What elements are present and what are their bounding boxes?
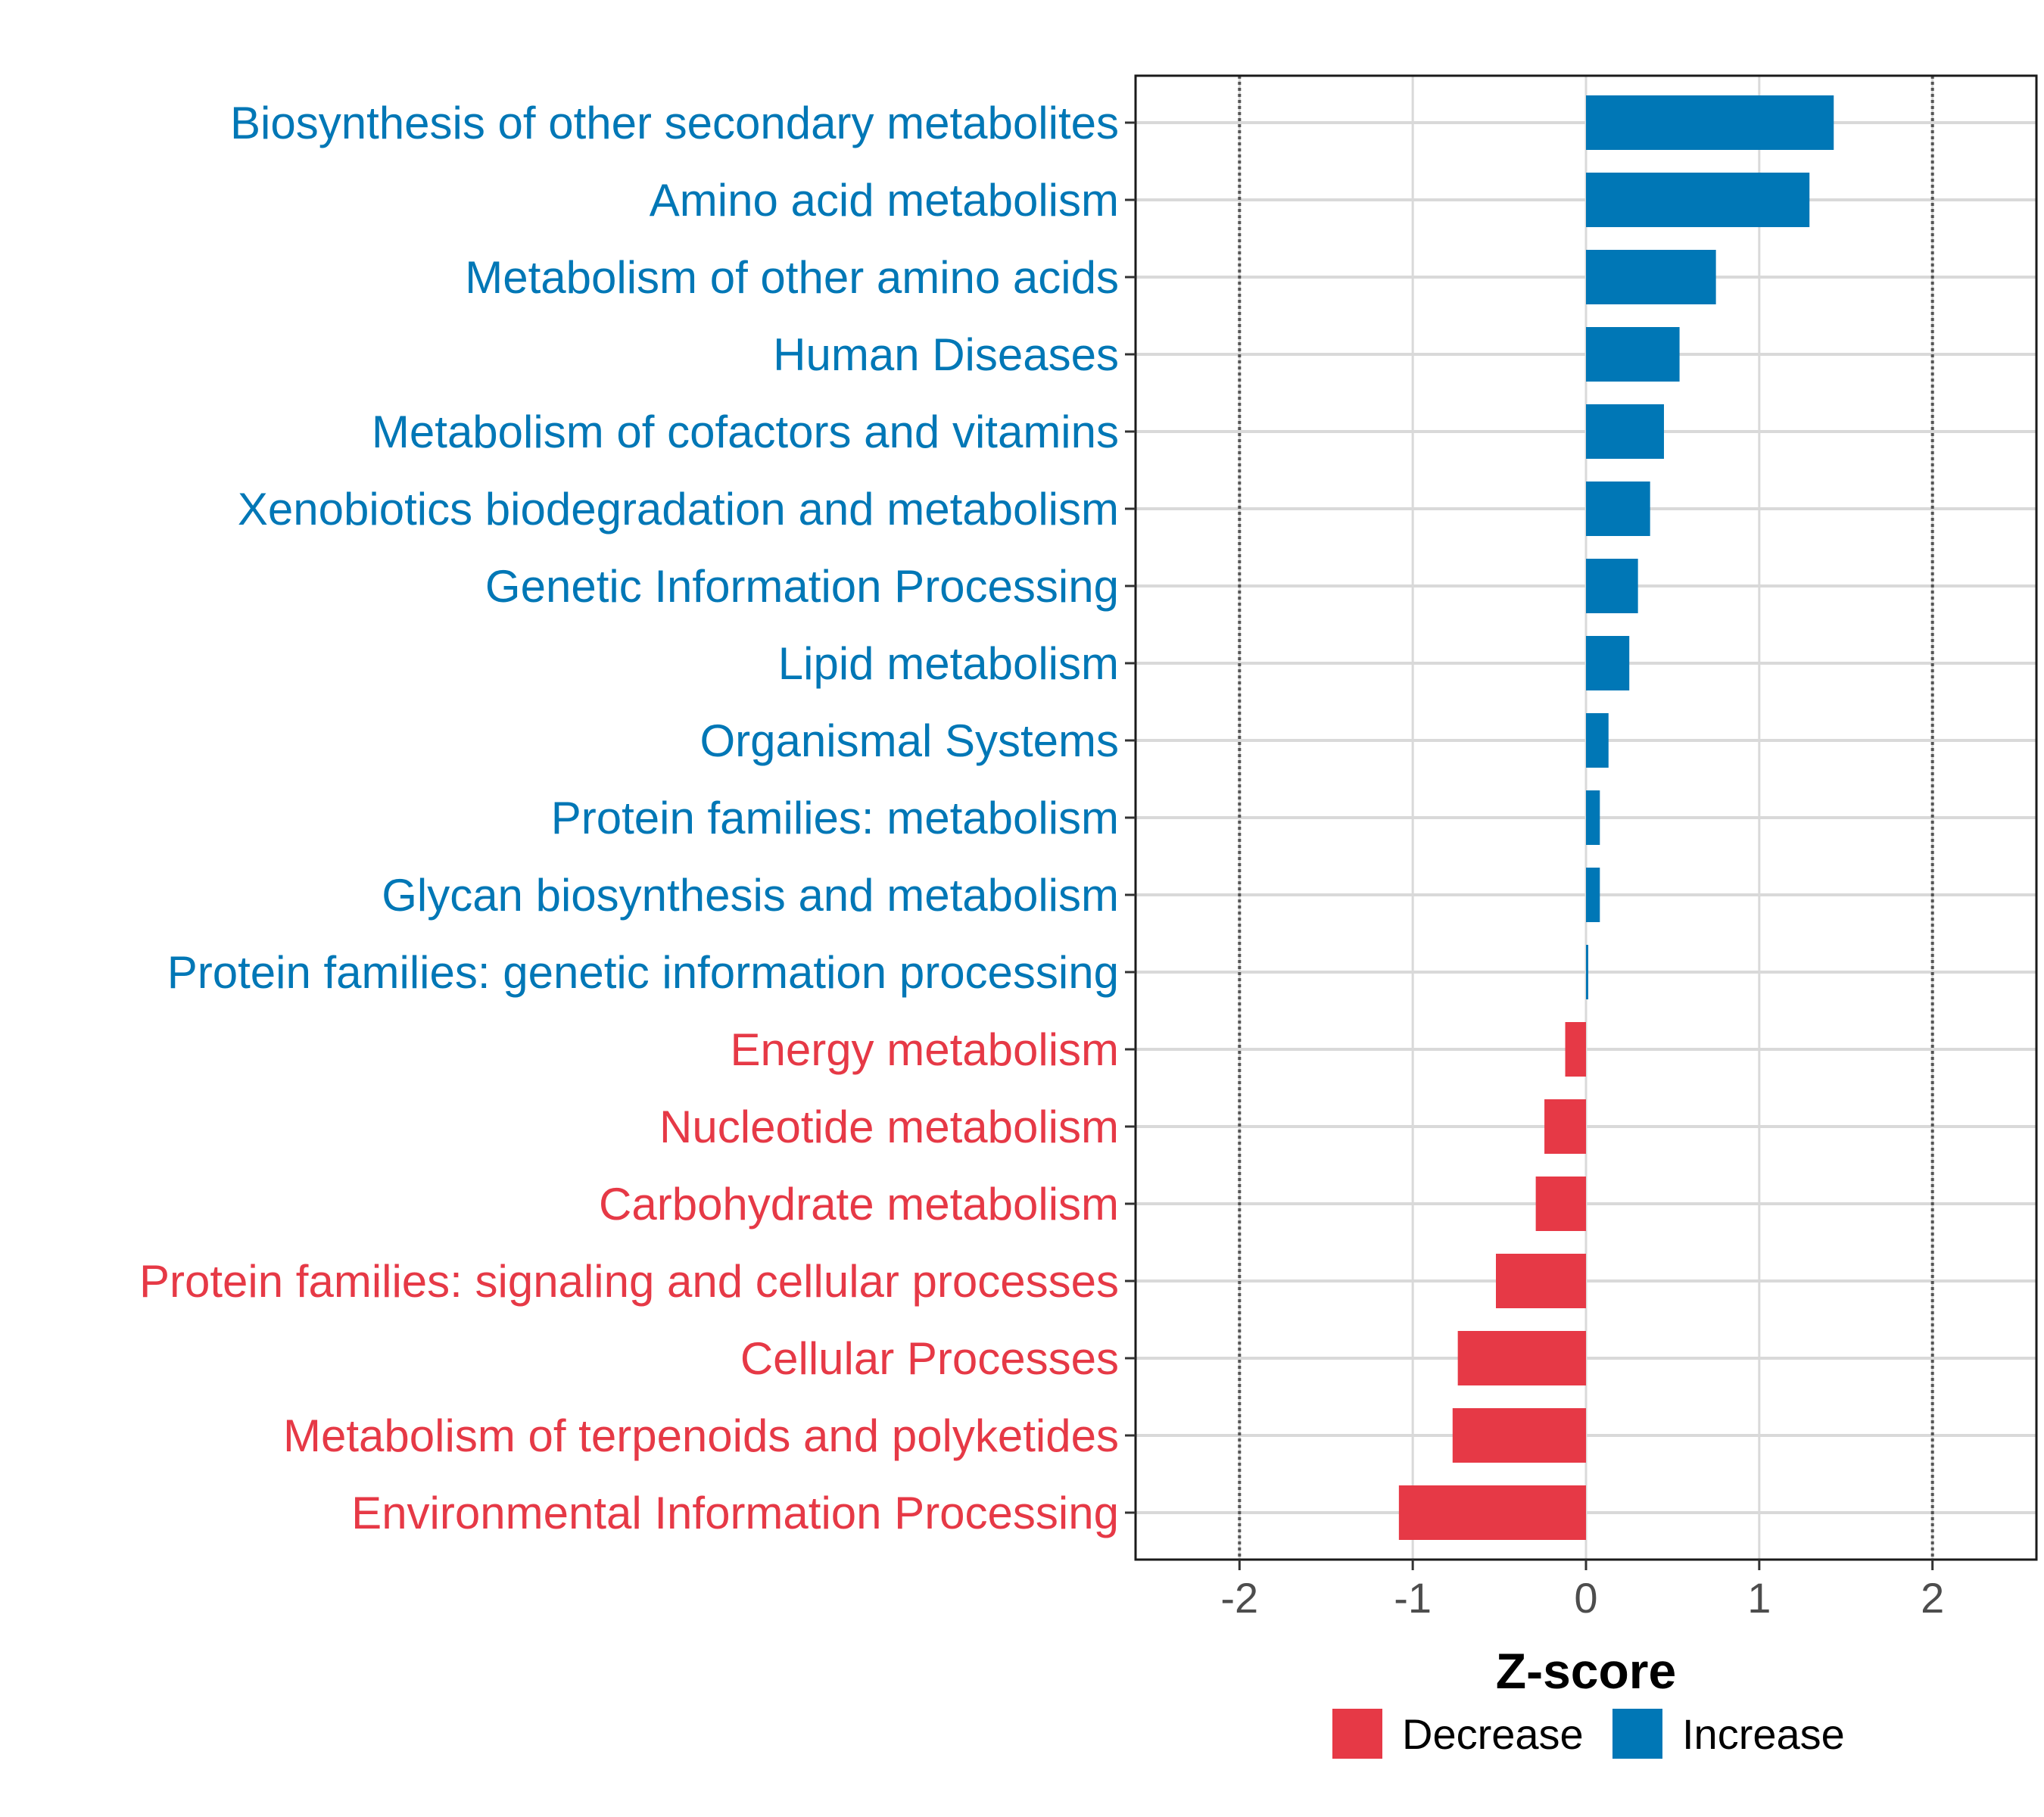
bar: [1586, 327, 1680, 382]
bar: [1586, 636, 1630, 690]
category-label: Glycan biosynthesis and metabolism: [382, 870, 1119, 921]
bar: [1586, 868, 1600, 922]
category-label: Protein families: genetic information pr…: [167, 947, 1119, 998]
x-axis-title: Z-score: [1496, 1643, 1676, 1699]
bar: [1586, 173, 1810, 227]
x-tick-label: -2: [1220, 1574, 1258, 1622]
bar: [1586, 95, 1834, 150]
category-label: Lipid metabolism: [778, 638, 1119, 689]
category-label: Metabolism of other amino acids: [465, 252, 1119, 303]
bar: [1457, 1331, 1586, 1385]
legend-key-decrease: [1332, 1709, 1382, 1759]
legend-label-decrease: Decrease: [1402, 1710, 1584, 1758]
x-axis-ticks: [1238, 1560, 1934, 1570]
bar: [1586, 250, 1716, 304]
bar: [1586, 713, 1609, 768]
x-tick-label: 2: [1921, 1574, 1944, 1622]
bar: [1452, 1408, 1586, 1463]
category-label: Amino acid metabolism: [650, 175, 1119, 226]
y-axis-labels: Biosynthesis of other secondary metaboli…: [139, 98, 1119, 1538]
category-label: Nucleotide metabolism: [659, 1102, 1119, 1152]
category-label: Human Diseases: [773, 329, 1119, 380]
category-label: Organismal Systems: [700, 715, 1119, 766]
category-label: Energy metabolism: [730, 1024, 1119, 1075]
bar: [1586, 790, 1600, 845]
bar: [1565, 1022, 1586, 1077]
category-label: Protein families: signaling and cellular…: [139, 1256, 1119, 1307]
bar: [1586, 945, 1588, 999]
bar: [1586, 482, 1650, 536]
y-axis-ticks: [1125, 121, 1136, 1514]
category-label: Environmental Information Processing: [351, 1488, 1119, 1538]
category-label: Carbohydrate metabolism: [599, 1179, 1119, 1230]
legend: Decrease Increase: [1332, 1709, 1845, 1759]
bar: [1535, 1177, 1586, 1231]
x-axis-labels: -2 -1 0 1 2: [1220, 1574, 1944, 1622]
category-label: Cellular Processes: [740, 1333, 1119, 1384]
bar-series: [1398, 95, 1834, 1540]
bar: [1544, 1099, 1586, 1154]
bar: [1586, 404, 1664, 459]
category-label: Metabolism of cofactors and vitamins: [372, 407, 1119, 457]
bar: [1496, 1254, 1586, 1308]
category-label: Genetic Information Processing: [485, 561, 1119, 612]
category-label: Protein families: metabolism: [551, 793, 1119, 843]
legend-label-increase: Increase: [1682, 1710, 1845, 1758]
reference-lines: [1238, 76, 1934, 1560]
x-tick-label: 0: [1574, 1574, 1597, 1622]
legend-key-increase: [1612, 1709, 1662, 1759]
x-tick-label: -1: [1394, 1574, 1432, 1622]
category-label: Metabolism of terpenoids and polyketides: [283, 1410, 1119, 1461]
bar: [1398, 1485, 1586, 1540]
category-label: Biosynthesis of other secondary metaboli…: [230, 98, 1119, 148]
category-label: Xenobiotics biodegradation and metabolis…: [238, 484, 1119, 535]
x-tick-label: 1: [1747, 1574, 1771, 1622]
bar: [1586, 559, 1638, 613]
